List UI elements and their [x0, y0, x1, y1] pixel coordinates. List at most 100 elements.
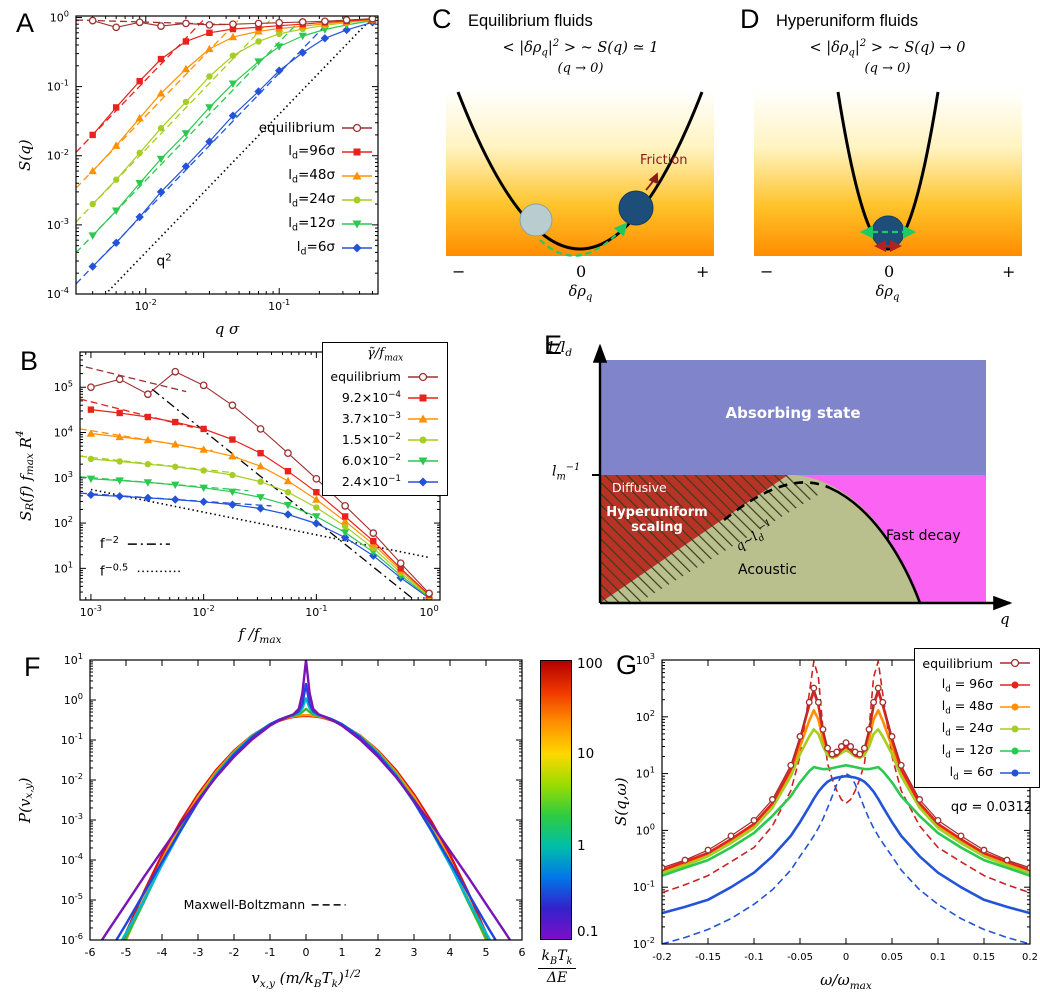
- legend-entry-label: ld = 96σ: [941, 675, 993, 695]
- friction-arrow: [645, 172, 659, 191]
- tick-label: 10-2: [61, 771, 83, 787]
- legend-entry-key: [1000, 747, 1030, 755]
- series-equilibrium: [88, 16, 377, 32]
- series-layer: [662, 660, 1030, 944]
- panel-d-formula: < |δρq|2 > ~ S(q) → 0: [809, 38, 966, 59]
- fast-decay-label: Fast decay: [886, 528, 961, 544]
- axis-minus: −: [452, 262, 466, 281]
- tick-label: 0.1: [930, 952, 946, 963]
- tick-label: 4: [447, 946, 454, 959]
- legend-entry-key: [408, 477, 438, 486]
- potential-well-diagram-hyperuniform: [754, 90, 1022, 256]
- chart-b-xlabel: f /fmax: [238, 625, 282, 646]
- tick-label: 100: [419, 603, 438, 619]
- series-fit 9.2e-4: [80, 398, 193, 429]
- tick-label: -4: [157, 946, 168, 959]
- panel-g: G -0.2 -0.15 -0.1 -0.05 0 0.05 0.1 0.15 0.2 103 10…: [612, 648, 1040, 992]
- legend-entry-key: [1000, 703, 1030, 711]
- series-f^-2 reference: [151, 388, 416, 600]
- wavevector-note: qσ = 0.0312: [950, 800, 1032, 815]
- absorbing-region: [600, 360, 986, 475]
- tick-label: -0.05: [787, 952, 813, 963]
- colorbar: 100 10 1 0.1 kBTk ΔE: [537, 656, 620, 986]
- legend-entry-label: 9.2×10−4: [341, 389, 401, 406]
- tick-label: 10-6: [61, 931, 83, 947]
- legend-entry-key: [1000, 725, 1030, 733]
- axis-plus: +: [1002, 262, 1016, 281]
- tick-label: 0: [303, 946, 310, 959]
- legend-entry: equilibrium: [259, 116, 374, 140]
- legend-entry: 3.7×10−3: [330, 408, 440, 429]
- colorbar-label-1: 1: [577, 838, 586, 854]
- legend-entry-label: 1.5×10−2: [341, 431, 401, 448]
- series-equilibrium: [87, 367, 433, 598]
- hyperuniform-scaling-label: Hyperuniform scaling: [606, 505, 708, 535]
- chart-a-ylabel: S(q): [16, 139, 34, 171]
- legend-entry-label: ld = 48σ: [941, 697, 993, 717]
- tick-label: 10-4: [61, 851, 83, 867]
- panel-c-title: Equilibrium fluids: [468, 12, 593, 30]
- series-kT/ΔE=0.3: [114, 682, 498, 940]
- tick-label: 10-3: [47, 216, 69, 232]
- tick-label: 102: [636, 708, 655, 724]
- legend-entry: ld=96σ: [259, 140, 374, 164]
- series-layer: [76, 16, 377, 294]
- chart-g-xlabel: ω/ωmax: [820, 971, 872, 992]
- series-fit ld96: [76, 20, 204, 153]
- legend-entry-key: [408, 436, 438, 443]
- legend-entry-label: equilibrium: [330, 369, 401, 384]
- chart-f-xlabel: vx,y (m/kBTk)1/2: [251, 968, 361, 990]
- panel-f: F -6 -5 -4 -3 -2 -1 0 1 2 3 4 5 6 101 100 10-1 10-2 10-3 1…: [16, 651, 620, 990]
- tick-label: 101: [64, 652, 83, 667]
- phase-diagram: [592, 343, 1013, 611]
- panel-a-letter: A: [16, 8, 35, 38]
- tick-label: 6: [519, 946, 526, 959]
- annotation: f−2: [100, 535, 119, 552]
- legend-entry-label: 2.4×10−1: [341, 473, 401, 490]
- tick-label: -0.2: [652, 952, 672, 963]
- annotation: f−0.5: [100, 562, 128, 579]
- tick-label: -0.15: [695, 952, 721, 963]
- tick-label: 10-2: [135, 297, 157, 313]
- phase-ylabel: 1/ld: [546, 338, 573, 359]
- series-layer: [80, 366, 434, 600]
- potential-curve: [456, 91, 704, 251]
- axis-minus: −: [760, 262, 774, 281]
- panel-c-limit: (q → 0): [557, 61, 604, 76]
- colorbar-title: kBTk ΔE: [526, 948, 588, 986]
- tick-label: 100: [636, 821, 655, 837]
- tick-label: 105: [54, 378, 73, 394]
- legend-entry-label: 3.7×10−3: [341, 410, 401, 427]
- colorbar-label-10: 10: [577, 746, 595, 762]
- panel-d: D Hyperuniform fluids < |δρq|2 > ~ S(q) …: [736, 2, 1039, 332]
- ball-left: [519, 203, 553, 237]
- series-kT/ΔE=0.1: [100, 660, 512, 940]
- legend-entry-label: ld = 6σ: [949, 763, 993, 783]
- colorbar-title-numerator: kBTk: [537, 948, 577, 969]
- tick-label: 10-1: [633, 878, 655, 894]
- panel-f-letter: F: [24, 652, 41, 682]
- series-l_d = 24σ: [662, 728, 1030, 874]
- diffusive-label: Diffusive: [612, 480, 667, 495]
- panel-c-axis-label: δρq: [568, 284, 593, 303]
- tick-label: 10-1: [268, 297, 290, 313]
- series-fit 6.0e-2: [80, 476, 249, 492]
- tick-label: 100: [50, 9, 69, 25]
- tick-label: 10-4: [47, 285, 69, 301]
- tick-label: 10-2: [193, 603, 215, 619]
- legend-entry: equilibrium: [922, 652, 1032, 674]
- tick-label: 100: [64, 691, 83, 707]
- panel-c-letter: C: [432, 4, 452, 34]
- panel-d-limit: (q → 0): [864, 61, 911, 76]
- colorbar-label-0.1: 0.1: [577, 924, 599, 940]
- legend-entry-key: [408, 414, 438, 422]
- panel-b: B 10-3 10-2 10-1 100 101 102 103 104 105 f−2 f−0.5…: [14, 340, 450, 646]
- legend-entry-label: 6.0×10−2: [341, 452, 401, 469]
- legend-entry-key: [342, 148, 372, 156]
- legend-entry: ld = 96σ: [922, 674, 1032, 696]
- tick-label: 2: [375, 946, 382, 959]
- tick-label: -5: [121, 946, 132, 959]
- tick-label: 10-1: [61, 731, 83, 747]
- tick-label: 10-3: [61, 811, 83, 827]
